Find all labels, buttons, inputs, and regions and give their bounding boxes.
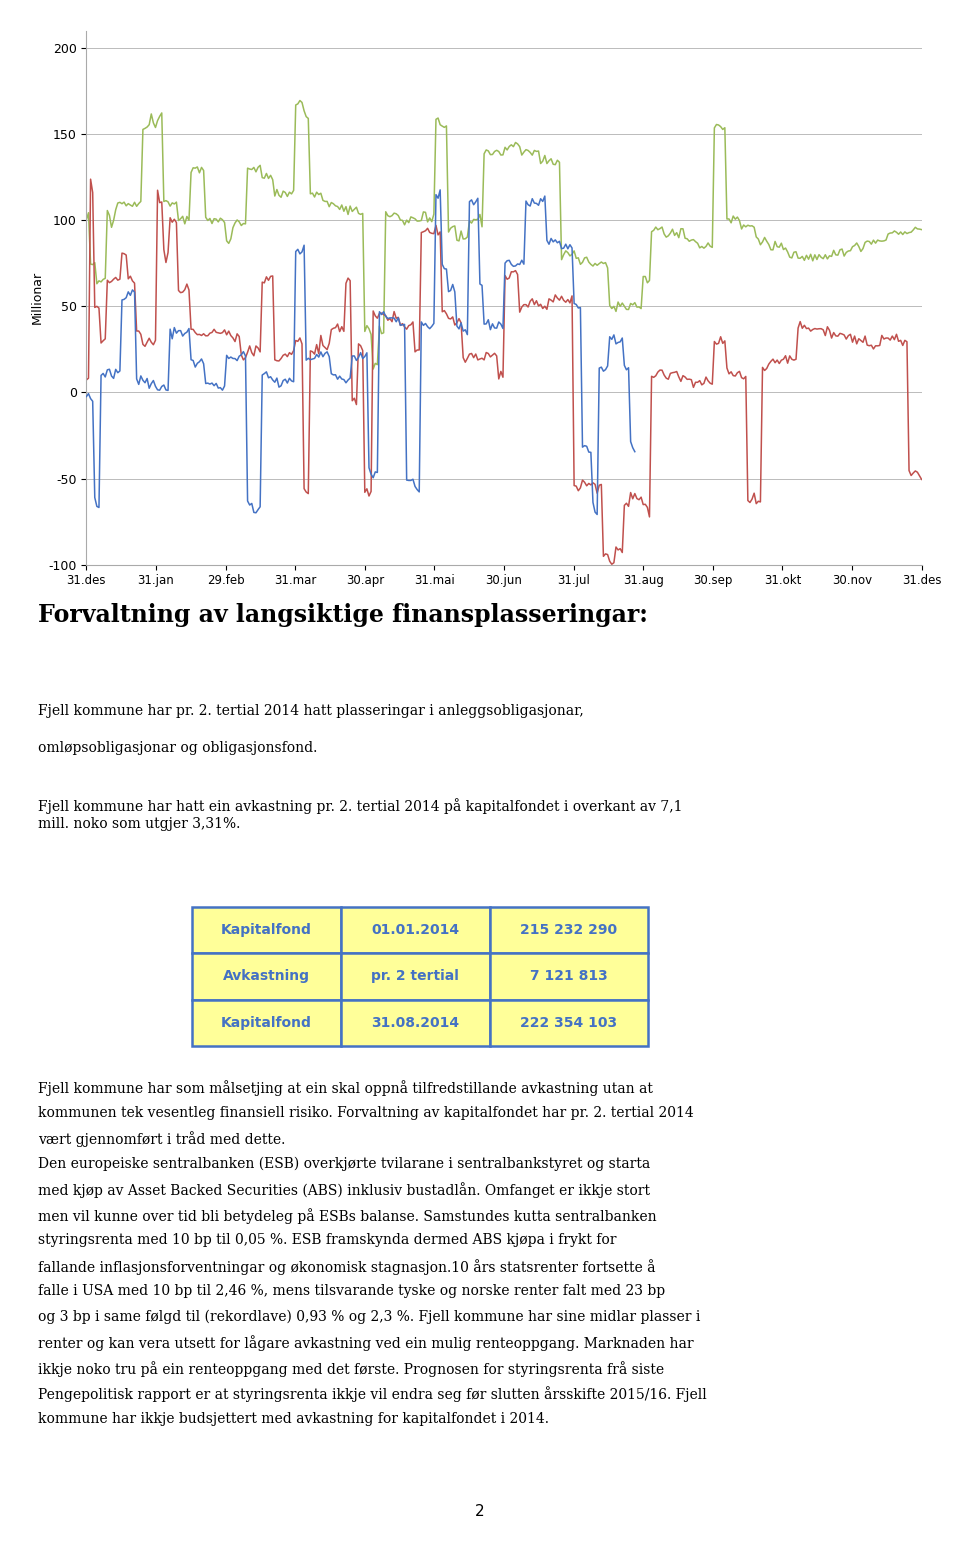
Text: men vil kunne over tid bli betydeleg på ESBs balanse. Samstundes kutta sentralba: men vil kunne over tid bli betydeleg på …: [38, 1208, 657, 1224]
Text: 215 232 290: 215 232 290: [520, 924, 617, 937]
Text: Forvaltning av langsiktige finansplasseringar:: Forvaltning av langsiktige finansplasser…: [38, 603, 648, 628]
Text: Avkastning: Avkastning: [223, 970, 310, 984]
Text: omløpsobligasjonar og obligasjonsfond.: omløpsobligasjonar og obligasjonsfond.: [38, 741, 318, 755]
Text: styringsrenta med 10 bp til 0,05 %. ESB framskynda dermed ABS kjøpa i frykt for: styringsrenta med 10 bp til 0,05 %. ESB …: [38, 1233, 617, 1247]
Text: 222 354 103: 222 354 103: [520, 1016, 617, 1030]
Text: Kapitalfond: Kapitalfond: [221, 1016, 312, 1030]
Text: 31.08.2014: 31.08.2014: [372, 1016, 459, 1030]
Text: mill. noko som utgjer 3,31%.: mill. noko som utgjer 3,31%.: [38, 817, 241, 831]
Text: med kjøp av Asset Backed Securities (ABS) inklusiv bustadlån. Omfanget er ikkje : med kjøp av Asset Backed Securities (ABS…: [38, 1182, 651, 1197]
Text: falle i USA med 10 bp til 2,46 %, mens tilsvarande tyske og norske renter falt m: falle i USA med 10 bp til 2,46 %, mens t…: [38, 1284, 665, 1298]
Text: 2: 2: [475, 1504, 485, 1519]
Text: Den europeiske sentralbanken (ESB) overkjørte tvilarane i sentralbankstyret og s: Den europeiske sentralbanken (ESB) overk…: [38, 1157, 651, 1171]
Text: Fjell kommune har som målsetjing at ein skal oppnå tilfredstillande avkastning u: Fjell kommune har som målsetjing at ein …: [38, 1080, 653, 1095]
Text: kommune har ikkje budsjettert med avkastning for kapitalfondet i 2014.: kommune har ikkje budsjettert med avkast…: [38, 1412, 549, 1426]
Text: og 3 bp i same følgd til (rekordlave) 0,93 % og 2,3 %. Fjell kommune har sine mi: og 3 bp i same følgd til (rekordlave) 0,…: [38, 1310, 701, 1324]
Text: Pengepolitisk rapport er at styringsrenta ikkje vil endra seg før slutten årsski: Pengepolitisk rapport er at styringsrent…: [38, 1386, 708, 1402]
Text: 7 121 813: 7 121 813: [530, 970, 608, 984]
Text: ikkje noko tru på ein renteoppgang med det første. Prognosen for styringsrenta f: ikkje noko tru på ein renteoppgang med d…: [38, 1361, 664, 1377]
Text: Fjell kommune har pr. 2. tertial 2014 hatt plasseringar i anleggsobligasjonar,: Fjell kommune har pr. 2. tertial 2014 ha…: [38, 704, 584, 718]
Text: pr. 2 tertial: pr. 2 tertial: [372, 970, 459, 984]
Text: renter og kan vera utsett for lågare avkastning ved ein mulig renteoppgang. Mark: renter og kan vera utsett for lågare avk…: [38, 1335, 694, 1351]
Y-axis label: Millionar: Millionar: [31, 271, 44, 325]
Text: 01.01.2014: 01.01.2014: [372, 924, 459, 937]
Text: Kapitalfond: Kapitalfond: [221, 924, 312, 937]
Text: kommunen tek vesentleg finansiell risiko. Forvaltning av kapitalfondet har pr. 2: kommunen tek vesentleg finansiell risiko…: [38, 1106, 694, 1120]
Text: Fjell kommune har hatt ein avkastning pr. 2. tertial 2014 på kapitalfondet i ove: Fjell kommune har hatt ein avkastning pr…: [38, 798, 683, 814]
Text: vært gjennomført i tråd med dette.: vært gjennomført i tråd med dette.: [38, 1131, 286, 1146]
Text: fallande inflasjonsforventningar og økonomisk stagnasjon.10 års statsrenter fort: fallande inflasjonsforventningar og økon…: [38, 1259, 656, 1275]
